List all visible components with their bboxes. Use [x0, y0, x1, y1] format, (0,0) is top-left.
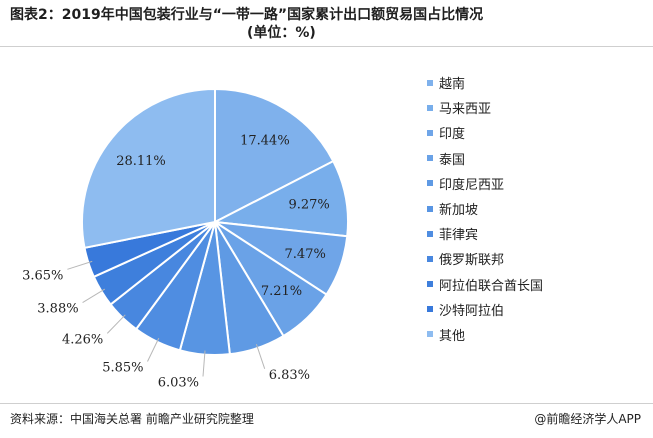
pie-slice-11 [81, 87, 216, 249]
slice-label-6: 6.03% [158, 376, 199, 391]
pie-slice-1 [214, 87, 335, 224]
legend: 越南马来西亚印度泰国印度尼西亚新加坡菲律宾俄罗斯联邦阿拉伯联合酋长国 沙特阿拉伯其… [427, 70, 543, 347]
slice-label-8: 4.26% [62, 332, 103, 347]
legend-item-2: 马来西亚 [427, 95, 543, 120]
legend-swatch-6 [427, 205, 433, 212]
legend-label-4: 泰国 [439, 152, 466, 168]
leader-line-9 [82, 288, 106, 304]
title-unit: (单位：%) [247, 25, 316, 41]
legend-swatch-11 [427, 331, 433, 338]
legend-label-5: 印度尼西亚 [439, 177, 505, 193]
slice-label-1: 17.44% [240, 133, 290, 148]
legend-swatch-9 [427, 281, 433, 288]
legend-item-6: 新加坡 [427, 196, 543, 221]
legend-item-4: 泰国 [427, 146, 543, 171]
legend-item-9: 阿拉伯联合酋长国 [427, 272, 543, 297]
leader-line-5 [255, 344, 266, 369]
leader-line-6 [202, 350, 206, 377]
legend-label-2: 马来西亚 [439, 102, 492, 118]
slice-label-9: 3.88% [37, 302, 78, 317]
pie-slices [81, 87, 349, 356]
legend-label-11: 其他 [439, 328, 466, 344]
pie-slice-2 [211, 159, 349, 238]
legend-swatch-7 [427, 230, 433, 237]
legend-swatch-2 [427, 104, 433, 111]
legend-swatch-3 [427, 129, 433, 136]
legend-swatch-10 [427, 306, 433, 313]
bottom-divider [0, 403, 653, 404]
legend-item-3: 印度 [427, 120, 543, 145]
slice-label-7: 5.85% [102, 361, 143, 376]
legend-label-1: 越南 [439, 77, 466, 93]
legend-item-11: 其他 [427, 322, 543, 347]
leader-lines [67, 260, 266, 377]
chart-title: 图表2：2019年中国包装行业与“一带一路”国家累计出口额贸易国占比情况 (单位… [10, 6, 570, 42]
legend-label-7: 菲律宾 [439, 228, 479, 244]
legend-swatch-8 [427, 255, 433, 262]
leader-line-10 [67, 260, 93, 270]
legend-item-8: 俄罗斯联邦 [427, 246, 543, 271]
legend-item-7: 菲律宾 [427, 221, 543, 246]
legend-label-10: 沙特阿拉伯 [439, 303, 505, 319]
legend-item-1: 越南 [427, 70, 543, 95]
leader-line-8 [106, 314, 126, 334]
legend-label-3: 印度 [439, 127, 466, 143]
slice-label-11: 28.11% [116, 154, 166, 169]
legend-label-8: 俄罗斯联邦 [439, 253, 505, 269]
slice-label-4: 7.21% [261, 284, 302, 299]
legend-item-5: 印度尼西亚 [427, 171, 543, 196]
slice-label-2: 9.27% [288, 198, 329, 213]
slice-label-3: 7.47% [285, 247, 326, 262]
brand-credit: @前瞻经济学人APP [534, 412, 641, 426]
legend-label-9: 阿拉伯联合酋长国 [439, 278, 544, 294]
source-note: 资料来源：中国海关总署 前瞻产业研究院整理 [10, 412, 254, 426]
slice-label-10: 3.65% [22, 268, 63, 283]
leader-line-7 [147, 337, 160, 362]
slice-label-5: 6.83% [269, 368, 310, 383]
legend-swatch-5 [427, 180, 433, 187]
top-divider [0, 46, 653, 47]
legend-item-10: 沙特阿拉伯 [427, 297, 543, 322]
title-line-1: 图表2：2019年中国包装行业与“一带一路”国家累计出口额贸易国占比情况 [10, 7, 484, 23]
slice-labels: 17.44% 9.27% 7.47% 7.21% 6.83% 6.03% 5.85% 4.26… [22, 133, 330, 390]
legend-label-6: 新加坡 [439, 203, 479, 219]
legend-swatch-1 [427, 79, 433, 86]
legend-swatch-4 [427, 155, 433, 162]
